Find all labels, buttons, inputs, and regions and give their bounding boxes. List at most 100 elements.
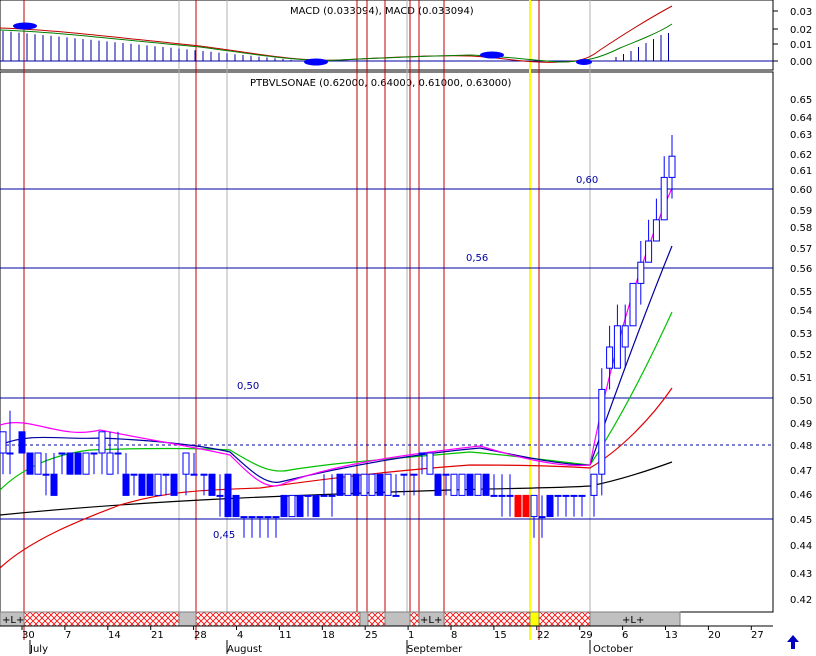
timeline-segment	[178, 611, 197, 627]
candle	[384, 473, 392, 496]
level-label: 0,50	[237, 381, 259, 392]
price-tick-label: 0.61	[790, 166, 812, 177]
up-arrow-icon[interactable]	[786, 634, 800, 650]
candle	[498, 494, 506, 497]
day-label: 28	[194, 630, 207, 641]
candle	[578, 494, 586, 497]
day-label: 11	[279, 630, 292, 641]
day-label: 15	[494, 630, 507, 641]
candle	[606, 346, 614, 369]
candle	[434, 473, 442, 496]
day-label: 25	[365, 630, 378, 641]
candle	[590, 473, 598, 496]
candle	[6, 452, 14, 455]
candle	[442, 473, 450, 476]
day-label: 4	[237, 630, 243, 641]
candle	[232, 494, 240, 518]
month-label: October	[593, 644, 634, 655]
day-label: 14	[108, 630, 121, 641]
price-tick-label: 0.48	[790, 441, 812, 452]
red-vertical-lines	[23, 0, 540, 640]
candle	[645, 240, 653, 263]
timeline-bar	[0, 611, 681, 627]
candle	[0, 431, 7, 454]
candle	[74, 452, 82, 475]
candle	[613, 325, 621, 369]
candle	[562, 494, 570, 497]
candle	[106, 452, 114, 475]
price-tick-label: 0.65	[790, 95, 812, 106]
price-tick-label: 0.64	[790, 113, 812, 124]
day-label: 27	[751, 630, 764, 641]
vertical-grid	[178, 0, 591, 612]
timeline-marker: +L+	[420, 615, 442, 626]
macd-tick-label: 0.00	[790, 57, 812, 68]
timeline-highlight	[529, 611, 540, 627]
candle	[554, 494, 562, 497]
price-y-axis: 0.65 0.64 0.63 0.62 0.61 0.60 0.59 0.58 …	[790, 95, 812, 606]
candle	[42, 473, 50, 476]
day-label: 13	[665, 630, 678, 641]
candle	[50, 473, 58, 496]
candle	[288, 494, 296, 518]
price-tick-label: 0.47	[790, 466, 812, 477]
level-label: 0,60	[576, 175, 598, 186]
candle	[418, 452, 426, 455]
candle	[200, 473, 208, 476]
candle	[82, 452, 90, 475]
macd-tick-label: 0.02	[790, 25, 812, 36]
level-label: 0,45	[213, 530, 235, 541]
candle	[392, 494, 400, 497]
candle	[660, 176, 668, 221]
candle	[130, 473, 138, 476]
price-tick-label: 0.53	[790, 329, 812, 340]
price-tick-label: 0.42	[790, 595, 812, 606]
day-label: 8	[451, 630, 457, 641]
candle	[506, 494, 514, 497]
day-label: 1	[408, 630, 414, 641]
price-tick-label: 0.45	[790, 515, 812, 526]
ma-black-line	[0, 461, 673, 516]
candlesticks	[0, 135, 676, 538]
candle	[621, 325, 629, 348]
month-label: July	[29, 644, 48, 655]
price-tick-label: 0.51	[790, 373, 812, 384]
day-label: 29	[580, 630, 593, 641]
candle	[450, 473, 458, 496]
candle	[400, 473, 408, 476]
candle	[138, 473, 146, 496]
candle	[248, 516, 256, 519]
candle	[304, 494, 312, 497]
candle	[256, 516, 264, 519]
candle	[530, 494, 538, 518]
candle	[490, 494, 498, 497]
price-tick-label: 0.58	[790, 223, 812, 234]
candle	[190, 473, 198, 476]
candle	[34, 452, 42, 475]
macd-plot	[0, 5, 773, 66]
price-tick-label: 0.63	[790, 130, 812, 141]
candle	[376, 473, 384, 496]
price-tick-label: 0.59	[790, 206, 812, 217]
candle	[320, 494, 328, 497]
down-candle	[514, 494, 522, 518]
candle	[458, 473, 466, 496]
candle	[122, 473, 130, 496]
price-tick-label: 0.46	[790, 490, 812, 501]
candle	[368, 473, 376, 496]
down-candle	[522, 494, 530, 518]
macd-marker	[576, 59, 592, 65]
candle	[296, 494, 304, 518]
price-tick-label: 0.50	[790, 396, 812, 407]
macd-marker	[304, 58, 328, 66]
candle	[410, 473, 418, 476]
price-tick-label: 0.49	[790, 419, 812, 430]
macd-histogram	[2, 31, 669, 61]
price-tick-label: 0.57	[790, 244, 812, 255]
macd-tick-label: 0.01	[790, 40, 812, 51]
ma-magenta-line	[0, 187, 673, 487]
price-tick-label: 0.62	[790, 150, 812, 161]
candle	[570, 494, 578, 497]
candle	[26, 452, 34, 475]
